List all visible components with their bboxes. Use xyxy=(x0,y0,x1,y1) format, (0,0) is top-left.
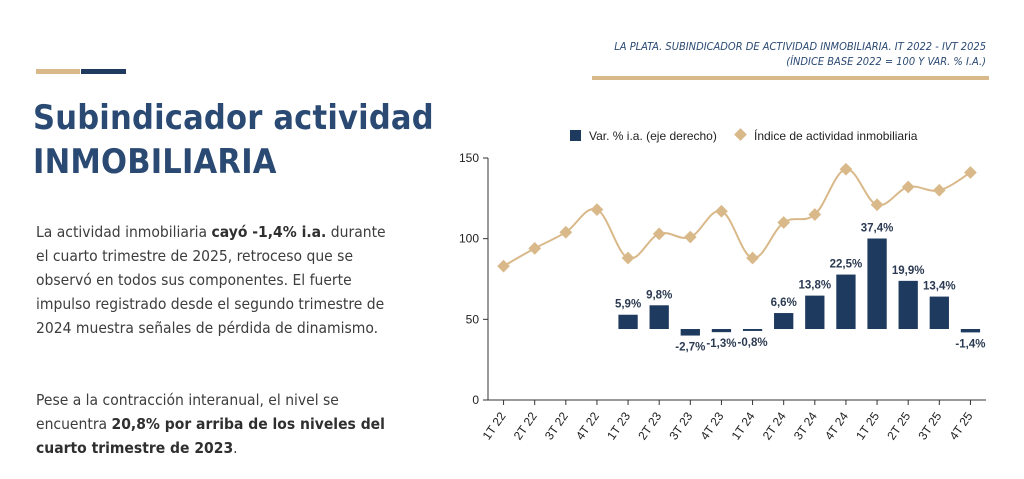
bar xyxy=(929,296,949,330)
accent-bar-navy xyxy=(81,69,126,74)
index-point xyxy=(497,259,510,273)
legend-line-swatch xyxy=(734,128,747,141)
bar xyxy=(960,329,981,333)
x-tick-label: 2T 24 xyxy=(760,409,789,442)
title-line-2: INMOBILIARIA xyxy=(33,142,277,182)
contraction-text-1: Pese a la contracción interanual, el niv… xyxy=(36,391,339,433)
bar xyxy=(742,329,763,331)
y-tick-label: 50 xyxy=(466,312,480,326)
summary-paragraph: La actividad inmobiliaria cayó -1,4% i.a… xyxy=(36,220,396,340)
x-tick-label: 4T 23 xyxy=(698,409,727,442)
x-tick-label: 1T 23 xyxy=(604,409,633,442)
contraction-paragraph: Pese a la contracción interanual, el niv… xyxy=(36,388,396,460)
summary-highlight: cayó -1,4% i.a. xyxy=(211,223,327,241)
x-tick-label: 2T 22 xyxy=(511,409,540,442)
bar-data-label: 19,9% xyxy=(892,265,925,277)
chart-subtitle: (ÍNDICE BASE 2022 = 100 Y VAR. % I.A.) xyxy=(786,55,986,68)
chart-legend: Var. % i.a. (eje derecho) Índice de acti… xyxy=(570,128,918,143)
x-tick-label: 4T 22 xyxy=(573,409,602,442)
bar-data-label: -1,4% xyxy=(955,338,985,350)
bar-data-label: -0,8% xyxy=(738,337,768,349)
title-line-1: Subindicador actividad xyxy=(33,98,434,138)
index-point xyxy=(839,162,853,176)
x-tick-label: 4T 25 xyxy=(947,409,976,442)
chart: Var. % i.a. (eje derecho) Índice de acti… xyxy=(459,128,986,442)
contraction-text-2: . xyxy=(233,439,238,457)
x-tick-label: 2T 25 xyxy=(884,409,913,442)
bar xyxy=(836,274,856,330)
index-point xyxy=(901,180,915,194)
index-point xyxy=(964,166,977,179)
chart-header: LA PLATA. SUBINDICADOR DE ACTIVIDAD INMO… xyxy=(614,39,986,69)
page-title: Subindicador actividad INMOBILIARIA xyxy=(33,96,434,184)
x-tick-label: 4T 24 xyxy=(822,409,851,442)
bar-data-label: 22,5% xyxy=(830,259,863,271)
contraction-highlight: 20,8% por arriba de los niveles del cuar… xyxy=(36,415,385,457)
x-tick-label: 2T 23 xyxy=(635,409,664,442)
summary-text-1: La actividad inmobiliaria xyxy=(36,223,212,241)
legend-line-label: Índice de actividad inmobiliaria xyxy=(754,128,918,143)
y-tick-label: 150 xyxy=(459,151,479,165)
index-point xyxy=(932,183,946,197)
summary-text-2: durante el cuarto trimestre de 2025, ret… xyxy=(36,223,386,337)
index-point xyxy=(683,230,697,244)
x-tick-label: 3T 24 xyxy=(791,409,820,442)
bar xyxy=(711,329,732,333)
chart-title: LA PLATA. SUBINDICADOR DE ACTIVIDAD INMO… xyxy=(614,40,986,53)
bar-data-label: 5,9% xyxy=(615,299,641,311)
x-tick-label: 1T 25 xyxy=(853,409,882,442)
chart-header-rule xyxy=(592,76,989,80)
bar xyxy=(898,280,918,330)
bar xyxy=(680,329,700,336)
bar xyxy=(649,305,669,330)
bar xyxy=(774,313,794,330)
bar-data-label: -1,3% xyxy=(706,338,736,350)
legend-bar-swatch xyxy=(570,130,581,141)
x-tick-label: 3T 23 xyxy=(666,409,695,442)
y-tick-label: 100 xyxy=(459,232,479,246)
bar xyxy=(618,314,638,330)
bar-data-label: 9,8% xyxy=(646,289,672,301)
bar-data-label: -2,7% xyxy=(675,342,705,354)
x-tick-label: 1T 22 xyxy=(480,409,509,442)
bar xyxy=(867,238,887,330)
index-point xyxy=(746,251,759,265)
index-point xyxy=(652,227,666,241)
bar-data-label: 6,6% xyxy=(771,297,797,309)
index-point xyxy=(528,241,542,255)
x-tick-label: 3T 25 xyxy=(915,409,944,442)
index-line xyxy=(503,168,971,267)
bar-data-label: 37,4% xyxy=(861,223,894,235)
bar xyxy=(805,295,825,330)
bar-data-label: 13,8% xyxy=(799,280,832,292)
y-tick-label: 0 xyxy=(472,393,479,407)
x-tick-label: 1T 24 xyxy=(729,409,758,442)
bar-data-label: 13,4% xyxy=(923,281,956,293)
accent-bar-gold xyxy=(36,69,80,74)
x-tick-label: 3T 22 xyxy=(542,409,571,442)
legend-bar-label: Var. % i.a. (eje derecho) xyxy=(589,129,717,143)
